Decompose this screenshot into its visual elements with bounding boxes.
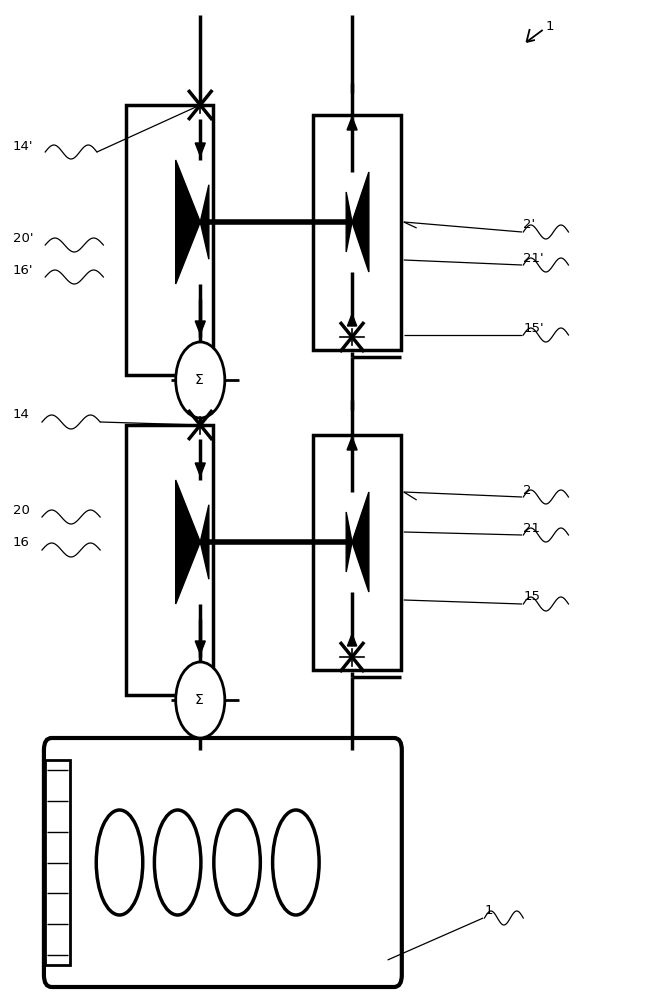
Ellipse shape (214, 810, 260, 915)
Text: 21: 21 (523, 522, 540, 534)
Polygon shape (352, 492, 369, 592)
Text: 15': 15' (523, 322, 544, 334)
Bar (45, 760, 70, 965)
Polygon shape (347, 117, 357, 130)
Text: 1: 1 (484, 904, 493, 916)
Ellipse shape (96, 810, 143, 915)
Bar (313, 115, 401, 350)
Text: 21': 21' (523, 251, 544, 264)
Polygon shape (346, 192, 352, 252)
Text: 2': 2' (523, 219, 536, 232)
Polygon shape (176, 480, 200, 604)
Circle shape (176, 662, 225, 738)
Text: 20': 20' (13, 232, 34, 244)
Text: 20: 20 (13, 504, 30, 516)
Bar (313, 435, 401, 670)
Text: 1: 1 (546, 19, 554, 32)
Text: 2: 2 (523, 484, 532, 496)
Text: $\Sigma$: $\Sigma$ (194, 693, 204, 707)
Text: 16': 16' (13, 263, 34, 276)
Text: 14: 14 (13, 408, 30, 422)
Text: 16: 16 (13, 536, 30, 548)
Polygon shape (200, 505, 209, 579)
Bar (126, 105, 213, 375)
Circle shape (176, 342, 225, 418)
Polygon shape (195, 143, 205, 156)
Polygon shape (346, 512, 352, 572)
Polygon shape (195, 321, 205, 334)
Polygon shape (195, 641, 205, 654)
Ellipse shape (273, 810, 319, 915)
Polygon shape (347, 437, 357, 450)
Polygon shape (195, 463, 205, 476)
Polygon shape (348, 634, 357, 646)
Text: $\Sigma$: $\Sigma$ (194, 373, 204, 387)
Polygon shape (348, 314, 357, 326)
Polygon shape (352, 172, 369, 272)
FancyBboxPatch shape (44, 738, 402, 987)
Ellipse shape (154, 810, 201, 915)
Polygon shape (200, 185, 209, 259)
Text: 15: 15 (523, 590, 540, 603)
Polygon shape (176, 160, 200, 284)
Bar (126, 425, 213, 695)
Text: 14': 14' (13, 139, 34, 152)
